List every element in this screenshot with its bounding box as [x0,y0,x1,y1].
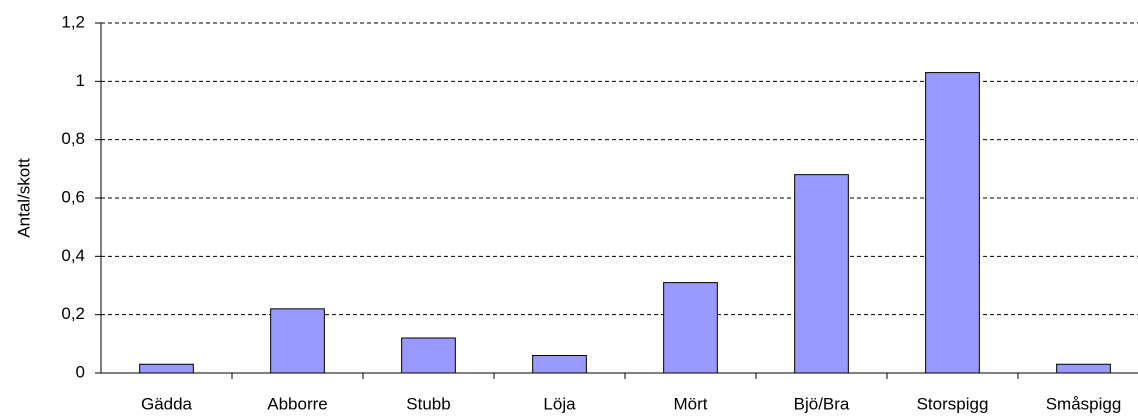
y-tick-label: 0,8 [61,129,85,148]
bar [401,337,456,374]
bar [925,72,980,374]
y-axis-label: Antal/skott [14,158,33,238]
y-tick-label: 0,2 [61,304,85,323]
x-tick-label: Gädda [141,394,193,413]
y-tick-label: 0 [76,362,85,381]
bar [270,308,325,374]
x-tick-label: Mört [674,394,708,413]
bar [794,174,849,374]
x-tick-label: Löja [543,394,576,413]
bar [1056,363,1111,374]
x-tick-label: Storspigg [917,394,989,413]
bar [139,363,194,374]
x-tick-label: Bjö/Bra [794,394,850,413]
x-tick-label: Abborre [267,394,327,413]
x-tick-label: Småspigg [1046,394,1122,413]
bar [663,282,718,374]
bar [532,355,587,374]
y-tick-label: 0,4 [61,246,85,265]
y-tick-label: 1 [76,71,85,90]
y-tick-label: 0,6 [61,187,85,206]
y-tick-label: 1,2 [61,12,85,31]
x-tick-label: Stubb [406,394,450,413]
